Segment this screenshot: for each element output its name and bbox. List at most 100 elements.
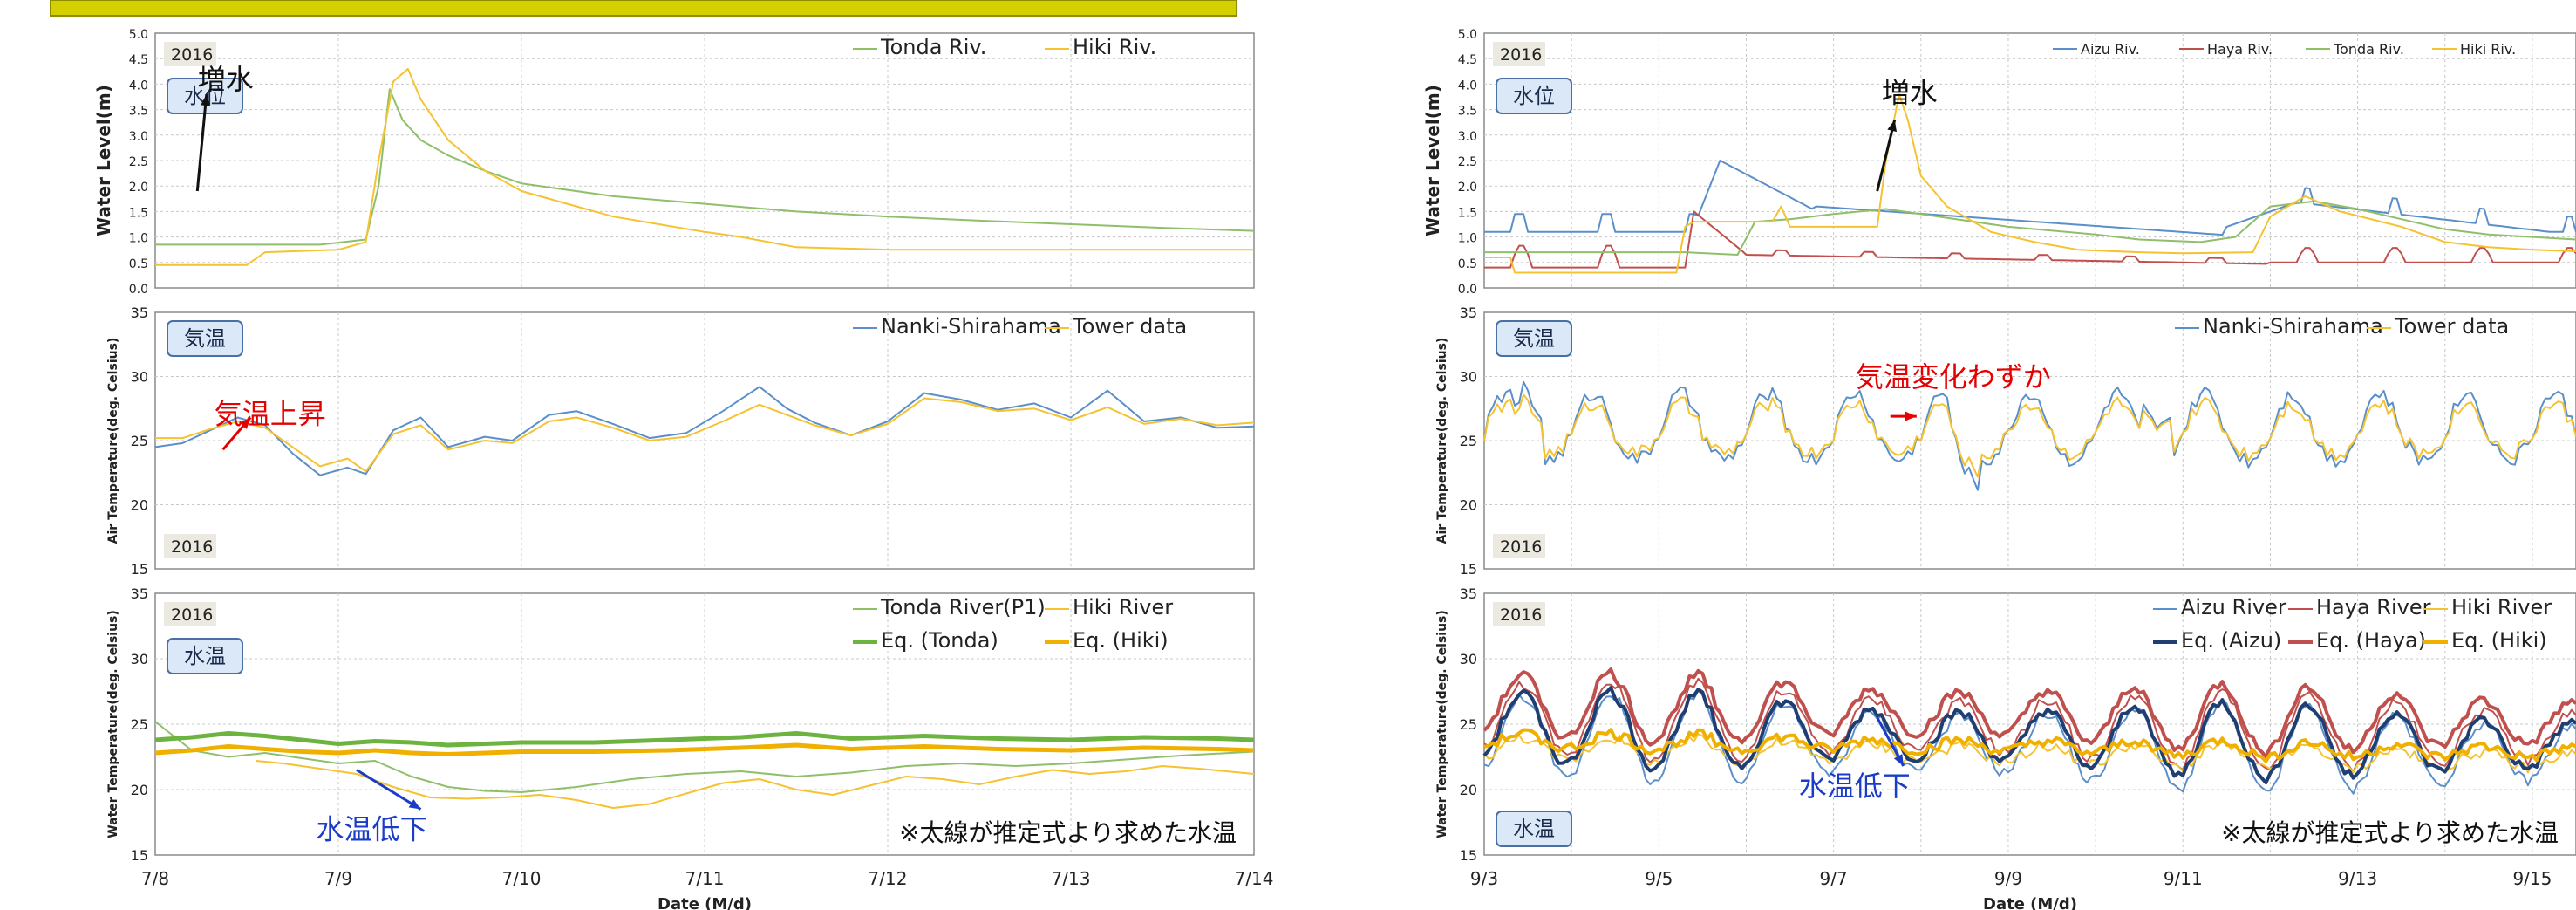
year-label: 2016 <box>1500 537 1542 557</box>
chart-panel-w2: 15202530359/39/59/79/99/119/139/159/17Da… <box>1435 585 2576 910</box>
y-tick-label: 20 <box>1460 782 1477 798</box>
badge-label: 気温 <box>1513 326 1555 351</box>
badge-box <box>167 320 243 357</box>
annotation-text: 気温上昇 <box>215 397 326 430</box>
annotation-text: 水温低下 <box>317 813 428 846</box>
badge-label: 水温 <box>184 644 226 668</box>
legend-label: Tonda River(P1) <box>880 595 1046 619</box>
badge-box <box>167 638 243 674</box>
legend-label: Aizu Riv. <box>2081 41 2140 58</box>
footnote-text: ※太線が推定式より求めた水温 <box>2221 818 2559 847</box>
annotation-text: 気温変化わずか <box>1856 360 2051 393</box>
chart-panel-t2: 15 20 25 30 35 Air Temperature(deg. Celsius) 2… <box>1435 304 2576 578</box>
y-tick-label: 5.0 <box>129 28 148 42</box>
series-line-nanki-shirahama <box>154 386 1255 476</box>
year-box <box>1493 534 1545 558</box>
chart-panel-l2: 0.0 0.5 1.0 1.5 2.0 2.5 3.0 3.5 4.0 4.5 5.0 Water L… <box>1422 28 2576 297</box>
y-axis-label: Air Temperature(deg. Celsius) <box>106 338 120 544</box>
legend-label: Tonda Riv. <box>2333 41 2404 58</box>
y-axis-label: Air Temperature(deg. Celsius) <box>1435 338 1449 544</box>
annotation-arrowhead <box>201 94 211 106</box>
legend-label: Hiki Riv. <box>2460 41 2516 58</box>
series-line-tonda-riv- <box>155 88 1255 246</box>
series-line-eq-hiki- <box>1483 728 2576 763</box>
chart-panels: 0.0 0.5 1.0 1.5 2.0 2.5 3.0 3.5 4.0 4.5 5.0 Water L… <box>93 28 2576 910</box>
x-tick-label: 9/7 <box>1820 868 1848 889</box>
legend-label: Haya Riv. <box>2207 41 2273 58</box>
y-tick-label: 25 <box>131 433 148 449</box>
series-line-hiki-riv- <box>1484 93 2576 274</box>
y-tick-label: 35 <box>1460 585 1477 602</box>
badge-label: 気温 <box>184 326 226 351</box>
annotation-arrow <box>1876 119 1897 192</box>
x-axis-label: Date (M/d) <box>1983 895 2077 910</box>
badge-box <box>1496 811 1572 847</box>
y-tick-label: 3.0 <box>129 130 148 144</box>
badge-label: 水位 <box>1513 84 1555 108</box>
y-tick-label: 5.0 <box>1458 28 1477 42</box>
y-tick-label: 2.5 <box>1458 155 1477 169</box>
year-box <box>164 534 216 558</box>
series-line-hiki-river <box>256 760 1255 809</box>
x-tick-label: 9/15 <box>2512 868 2552 889</box>
badge-box <box>1496 78 1572 114</box>
annotation-arrowhead <box>1893 754 1904 766</box>
annotation-arrow <box>356 769 422 811</box>
y-axis-label: Water Level(m) <box>1422 85 1443 236</box>
y-tick-label: 4.0 <box>1458 79 1477 92</box>
x-tick-label: 9/11 <box>2164 868 2203 889</box>
series-line-tonda-river-p1- <box>154 721 1255 793</box>
series-line-nanki-shirahama <box>1483 380 2576 491</box>
year-label: 2016 <box>1500 45 1542 65</box>
title-banner <box>50 0 1237 17</box>
y-tick-label: 30 <box>131 651 148 667</box>
y-tick-label: 0.5 <box>129 257 148 271</box>
y-tick-label: 20 <box>131 497 148 514</box>
y-tick-label: 2.0 <box>1458 181 1477 195</box>
y-tick-label: 1.0 <box>1458 232 1477 246</box>
annotation-arrowhead <box>1887 120 1897 133</box>
legend-label: Aizu River <box>2181 595 2286 619</box>
series-line-eq-tonda- <box>154 731 1255 748</box>
x-tick-label: 9/5 <box>1645 868 1673 889</box>
year-label: 2016 <box>171 537 213 557</box>
series-line-eq-aizu- <box>1482 686 2576 785</box>
series-line-tower-data <box>1483 393 2576 478</box>
y-tick-label: 1.5 <box>1458 206 1477 220</box>
x-tick-label: 9/13 <box>2338 868 2377 889</box>
legend-label: Tower data <box>2394 314 2509 339</box>
y-tick-label: 35 <box>131 304 148 321</box>
legend-label: Eq. (Hiki) <box>1073 628 1169 653</box>
y-tick-label: 1.0 <box>129 232 148 246</box>
legend-label: Hiki River <box>1073 595 1173 619</box>
y-axis-label: Water Temperature(deg. Celsius) <box>106 610 120 838</box>
x-tick-label: 9/3 <box>1470 868 1498 889</box>
year-box <box>1493 602 1545 626</box>
x-tick-label: 9/9 <box>1994 868 2022 889</box>
y-tick-label: 4.0 <box>129 79 148 92</box>
y-tick-label: 25 <box>131 716 148 733</box>
y-tick-label: 4.5 <box>129 53 148 67</box>
y-tick-label: 30 <box>131 369 148 386</box>
legend-label: Hiki River <box>2451 595 2552 619</box>
series-line-eq-hiki- <box>154 742 1255 756</box>
series-line-tower-data <box>155 397 1255 473</box>
annotation-arrowhead <box>1905 411 1917 421</box>
x-tick-label: 7/14 <box>1235 868 1274 889</box>
x-tick-label: 7/8 <box>141 868 169 889</box>
y-tick-label: 3.0 <box>1458 130 1477 144</box>
y-tick-label: 3.5 <box>129 105 148 119</box>
series-line-hiki-riv- <box>155 67 1254 266</box>
y-tick-label: 25 <box>1460 433 1477 449</box>
x-tick-label: 7/13 <box>1052 868 1091 889</box>
legend-label: Eq. (Tonda) <box>881 628 998 653</box>
series-line-aizu-riv- <box>1484 160 2576 236</box>
legend-label: Nanki-Shirahama <box>2203 314 2383 339</box>
legend-label: Eq. (Aizu) <box>2181 628 2281 653</box>
x-tick-label: 7/10 <box>502 868 542 889</box>
series-line-eq-haya- <box>1482 667 2576 759</box>
y-tick-label: 4.5 <box>1458 53 1477 67</box>
y-tick-label: 20 <box>131 782 148 798</box>
annotation-arrowhead <box>239 417 251 429</box>
y-axis-label: Water Level(m) <box>93 85 114 236</box>
